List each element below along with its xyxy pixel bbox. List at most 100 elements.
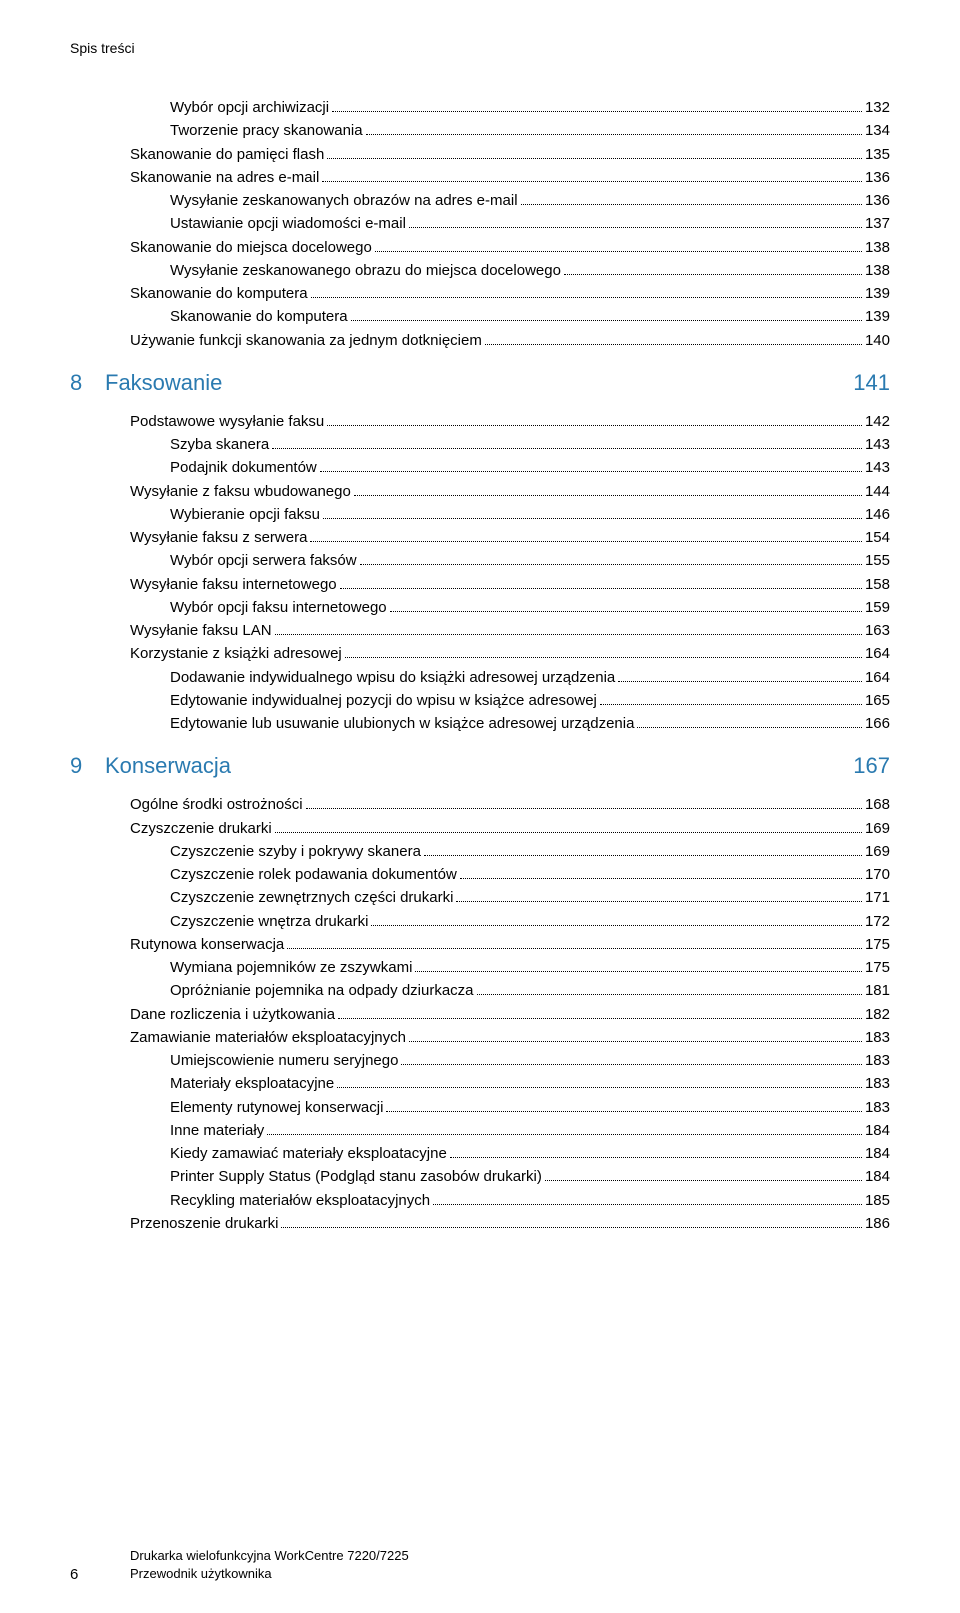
toc-entry-page: 169 <box>865 817 890 840</box>
toc-entry[interactable]: Edytowanie lub usuwanie ulubionych w ksi… <box>70 712 890 735</box>
toc-entry-label: Wymiana pojemników ze zszywkami <box>170 956 412 979</box>
toc-entry[interactable]: Wysyłanie zeskanowanych obrazów na adres… <box>70 189 890 212</box>
toc-entry[interactable]: Printer Supply Status (Podgląd stanu zas… <box>70 1165 890 1188</box>
toc-entry[interactable]: Czyszczenie drukarki 169 <box>70 817 890 840</box>
toc-leader-dots <box>460 878 862 879</box>
toc-entry-label: Wybór opcji faksu internetowego <box>170 596 387 619</box>
toc-entry[interactable]: Rutynowa konserwacja175 <box>70 933 890 956</box>
toc-entry[interactable]: Dodawanie indywidualnego wpisu do książk… <box>70 666 890 689</box>
toc-entry-page: 175 <box>865 933 890 956</box>
toc-entry-label: Czyszczenie drukarki <box>130 817 272 840</box>
toc-entry[interactable]: Wysyłanie faksu internetowego158 <box>70 573 890 596</box>
toc-entry-label: Wysyłanie faksu LAN <box>130 619 272 642</box>
toc-leader-dots <box>456 901 862 902</box>
toc-entry[interactable]: Elementy rutynowej konserwacji183 <box>70 1096 890 1119</box>
toc-leader-dots <box>415 971 862 972</box>
toc-entry-page: 164 <box>865 642 890 665</box>
toc-leader-dots <box>485 344 862 345</box>
toc-entry[interactable]: Ustawianie opcji wiadomości e-mail137 <box>70 212 890 235</box>
toc-entry-page: 183 <box>865 1072 890 1095</box>
toc-entry-label: Edytowanie lub usuwanie ulubionych w ksi… <box>170 712 634 735</box>
toc-entry-page: 184 <box>865 1142 890 1165</box>
toc-entry-page: 146 <box>865 503 890 526</box>
toc-entry[interactable]: Dane rozliczenia i użytkowania182 <box>70 1003 890 1026</box>
toc-entry-page: 183 <box>865 1096 890 1119</box>
toc-entry[interactable]: Czyszczenie zewnętrznych części drukarki… <box>70 886 890 909</box>
toc-entry-label: Materiały eksploatacyjne <box>170 1072 334 1095</box>
toc-entry[interactable]: Czyszczenie rolek podawania dokumentów17… <box>70 863 890 886</box>
toc-leader-dots <box>409 227 862 228</box>
footer-page-number: 6 <box>70 1566 130 1583</box>
toc-entry[interactable]: Skanowanie do miejsca docelowego138 <box>70 236 890 259</box>
toc-entry[interactable]: Skanowanie na adres e-mail136 <box>70 166 890 189</box>
toc-entry[interactable]: Wybór opcji archiwizacji132 <box>70 96 890 119</box>
toc-entry[interactable]: Wysyłanie zeskanowanego obrazu do miejsc… <box>70 259 890 282</box>
toc-entry[interactable]: Szyba skanera143 <box>70 433 890 456</box>
toc-entry[interactable]: Wysyłanie z faksu wbudowanego144 <box>70 480 890 503</box>
toc-entry[interactable]: Wybór opcji serwera faksów155 <box>70 549 890 572</box>
toc-entry[interactable]: Podstawowe wysyłanie faksu142 <box>70 410 890 433</box>
toc-entry[interactable]: Skanowanie do komputera139 <box>70 305 890 328</box>
toc-entry[interactable]: Wybór opcji faksu internetowego 159 <box>70 596 890 619</box>
toc-entry-label: Korzystanie z książki adresowej <box>130 642 342 665</box>
toc-entry[interactable]: Umiejscowienie numeru seryjnego183 <box>70 1049 890 1072</box>
chapter-heading[interactable]: 8Faksowanie141 <box>70 370 890 396</box>
toc-content: Wybór opcji archiwizacji132Tworzenie pra… <box>70 96 890 1487</box>
toc-entry-page: 159 <box>865 596 890 619</box>
toc-entry[interactable]: Czyszczenie wnętrza drukarki172 <box>70 910 890 933</box>
toc-entry[interactable]: Skanowanie do pamięci flash135 <box>70 143 890 166</box>
toc-entry[interactable]: Wymiana pojemników ze zszywkami 175 <box>70 956 890 979</box>
toc-entry-page: 165 <box>865 689 890 712</box>
toc-entry-page: 132 <box>865 96 890 119</box>
toc-leader-dots <box>637 727 862 728</box>
toc-entry[interactable]: Wysyłanie faksu z serwera154 <box>70 526 890 549</box>
toc-leader-dots <box>390 611 862 612</box>
toc-entry-page: 136 <box>865 189 890 212</box>
chapter-heading[interactable]: 9Konserwacja167 <box>70 753 890 779</box>
toc-entry-page: 155 <box>865 549 890 572</box>
toc-entry[interactable]: Zamawianie materiałów eksploatacyjnych18… <box>70 1026 890 1049</box>
toc-entry[interactable]: Materiały eksploatacyjne 183 <box>70 1072 890 1095</box>
toc-entry[interactable]: Wybieranie opcji faksu146 <box>70 503 890 526</box>
toc-entry-page: 143 <box>865 433 890 456</box>
toc-entry-page: 142 <box>865 410 890 433</box>
toc-entry[interactable]: Używanie funkcji skanowania za jednym do… <box>70 329 890 352</box>
toc-entry-page: 139 <box>865 282 890 305</box>
toc-entry-label: Dodawanie indywidualnego wpisu do książk… <box>170 666 615 689</box>
toc-entry-page: 186 <box>865 1212 890 1235</box>
toc-entry-page: 175 <box>865 956 890 979</box>
toc-entry-label: Dane rozliczenia i użytkowania <box>130 1003 335 1026</box>
toc-entry-label: Wysyłanie faksu z serwera <box>130 526 307 549</box>
toc-entry-label: Kiedy zamawiać materiały eksploatacyjne <box>170 1142 447 1165</box>
toc-entry-label: Opróżnianie pojemnika na odpady dziurkac… <box>170 979 474 1002</box>
toc-entry-page: 137 <box>865 212 890 235</box>
toc-entry[interactable]: Opróżnianie pojemnika na odpady dziurkac… <box>70 979 890 1002</box>
toc-leader-dots <box>281 1227 862 1228</box>
toc-entry[interactable]: Czyszczenie szyby i pokrywy skanera169 <box>70 840 890 863</box>
toc-entry[interactable]: Inne materiały184 <box>70 1119 890 1142</box>
toc-entry-label: Ogólne środki ostrożności <box>130 793 303 816</box>
toc-entry[interactable]: Tworzenie pracy skanowania134 <box>70 119 890 142</box>
page: Spis treści Wybór opcji archiwizacji132T… <box>0 0 960 1613</box>
toc-entry[interactable]: Recykling materiałów eksploatacyjnych185 <box>70 1189 890 1212</box>
toc-entry-page: 181 <box>865 979 890 1002</box>
toc-entry-page: 135 <box>865 143 890 166</box>
toc-entry-label: Recykling materiałów eksploatacyjnych <box>170 1189 430 1212</box>
toc-leader-dots <box>275 832 862 833</box>
toc-entry[interactable]: Podajnik dokumentów143 <box>70 456 890 479</box>
toc-entry[interactable]: Edytowanie indywidualnej pozycji do wpis… <box>70 689 890 712</box>
toc-entry[interactable]: Wysyłanie faksu LAN163 <box>70 619 890 642</box>
toc-entry-label: Umiejscowienie numeru seryjnego <box>170 1049 398 1072</box>
toc-entry[interactable]: Ogólne środki ostrożności168 <box>70 793 890 816</box>
chapter-title: Konserwacja <box>105 753 853 779</box>
toc-entry[interactable]: Przenoszenie drukarki186 <box>70 1212 890 1235</box>
toc-leader-dots <box>371 925 862 926</box>
toc-leader-dots <box>306 808 862 809</box>
toc-entry[interactable]: Skanowanie do komputera139 <box>70 282 890 305</box>
toc-entry-label: Tworzenie pracy skanowania <box>170 119 363 142</box>
toc-entry[interactable]: Korzystanie z książki adresowej 164 <box>70 642 890 665</box>
chapter-number: 8 <box>70 370 105 396</box>
toc-leader-dots <box>287 948 862 949</box>
toc-entry[interactable]: Kiedy zamawiać materiały eksploatacyjne 1… <box>70 1142 890 1165</box>
toc-entry-label: Wysyłanie z faksu wbudowanego <box>130 480 351 503</box>
